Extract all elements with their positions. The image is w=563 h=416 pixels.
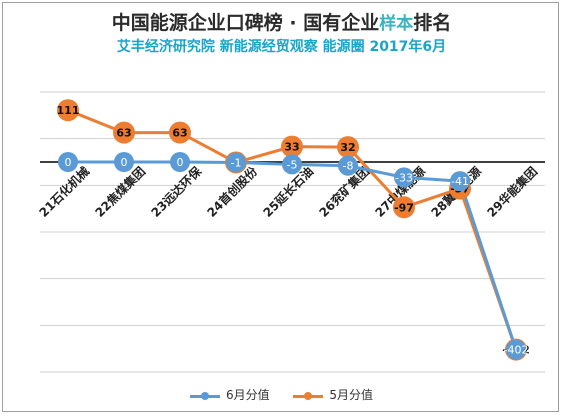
data-point-may (57, 99, 79, 122)
x-tick-label: 29华能集团 (484, 164, 540, 220)
data-point-june (394, 167, 414, 188)
data-label-june: 0 (65, 156, 72, 169)
data-point-june (58, 152, 78, 172)
legend-label-june: 6月分值 (225, 388, 270, 402)
legend-item-june[interactable]: 6月分值 (189, 386, 270, 403)
data-label-june: 0 (177, 156, 184, 169)
chart-subtitle: 艾丰经济研究院 新能源经贸观察 能源圈 2017年6月 (116, 39, 447, 55)
data-label-june: 0 (121, 156, 128, 169)
chart-title: 中国能源企业口碑榜 · 国有企业样本排名 (0, 8, 563, 35)
data-label-june: -41 (451, 175, 469, 188)
data-point-june (114, 152, 134, 172)
data-point-may (113, 121, 135, 144)
legend-label-may: 5月分值 (329, 388, 374, 402)
data-label-may: 33 (284, 141, 299, 154)
title-main: 中国能源企业口碑榜 · 国有企业 (111, 12, 380, 34)
data-point-may (281, 135, 303, 158)
data-label-may: 63 (172, 127, 187, 140)
data-point-june (282, 154, 302, 175)
legend-swatch-june (189, 391, 220, 401)
data-point-june (226, 152, 246, 173)
data-label-may: 32 (340, 141, 355, 154)
data-label-may: 63 (116, 127, 131, 140)
data-point-june (506, 339, 526, 360)
x-tick-label: 22焦煤集团 (92, 164, 148, 220)
data-label-june: -402 (504, 344, 529, 357)
data-label-may: 111 (57, 104, 80, 117)
legend-item-may[interactable]: 5月分值 (293, 386, 373, 403)
data-point-may (169, 121, 191, 144)
data-label-june: -8 (343, 160, 354, 173)
legend-swatch-may (293, 391, 324, 401)
data-point-june (338, 155, 358, 176)
data-label-june: -33 (395, 171, 413, 184)
data-label-june: -5 (287, 158, 298, 171)
data-label-may: -97 (394, 201, 414, 214)
legend: 6月分值 5月分值 (0, 386, 563, 403)
x-tick-label: 23远达环保 (148, 163, 205, 220)
title-highlight: 样本 (379, 14, 414, 34)
data-point-may (393, 196, 415, 219)
data-point-june (450, 171, 470, 192)
data-label-june: -1 (231, 156, 242, 169)
title-tail: 排名 (413, 12, 452, 34)
x-tick-label: 21石化机械 (36, 164, 92, 220)
data-point-june (170, 152, 190, 172)
data-point-may (337, 136, 359, 159)
